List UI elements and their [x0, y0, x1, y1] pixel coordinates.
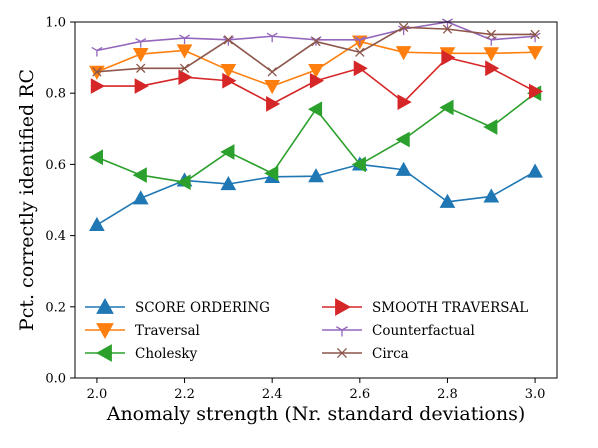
legend: SCORE ORDERING Traversal Cholesky SMOOTH TR…	[85, 297, 528, 362]
data-point-score-ordering	[89, 216, 105, 232]
data-point-circa	[136, 63, 146, 73]
data-point-traversal	[308, 63, 324, 79]
legend-label: Counterfactual	[372, 323, 475, 339]
data-point-smooth-traversal	[222, 72, 237, 89]
y-tick-label: 0.2	[45, 300, 66, 315]
data-point-circa	[267, 67, 277, 77]
series-circa	[92, 22, 540, 77]
data-point-traversal	[176, 44, 193, 59]
data-point-traversal	[527, 46, 543, 61]
data-point-smooth-traversal	[309, 72, 325, 89]
data-point-traversal	[395, 46, 412, 61]
legend-label: Circa	[372, 346, 409, 362]
legend-item-smooth-traversal: SMOOTH TRAVERSAL	[322, 298, 528, 316]
y-tick-label: 0.0	[45, 372, 66, 387]
data-point-smooth-traversal	[134, 78, 149, 94]
data-point-counterfactual	[354, 36, 366, 46]
data-point-score-ordering	[439, 193, 456, 208]
data-point-cholesky	[88, 149, 104, 166]
series-layer	[88, 18, 544, 232]
series-smooth-traversal	[90, 49, 544, 112]
data-point-traversal	[264, 79, 281, 95]
legend-swatch-marker	[96, 297, 114, 314]
x-axis-label: Anomaly strength (Nr. standard deviation…	[106, 403, 526, 425]
x-tick-label: 3.0	[525, 387, 546, 402]
legend-swatch-marker	[336, 326, 348, 337]
data-point-circa	[223, 35, 234, 45]
data-point-score-ordering	[483, 188, 500, 203]
y-axis-label: Pct. correctly identified RC	[16, 69, 38, 331]
plot-frame	[74, 21, 558, 379]
y-tick-label: 0.6	[45, 158, 66, 173]
data-point-score-ordering	[132, 190, 149, 205]
data-point-counterfactual	[485, 36, 497, 46]
series-line-counterfactual	[96, 21, 536, 52]
legend-swatch-marker	[336, 347, 348, 359]
data-point-cholesky	[351, 156, 366, 173]
data-point-score-ordering	[527, 163, 543, 178]
series-score-ordering	[89, 156, 543, 232]
data-point-cholesky	[483, 119, 498, 135]
series-counterfactual	[91, 18, 541, 57]
data-point-cholesky	[395, 131, 410, 148]
data-point-circa	[442, 24, 453, 34]
data-point-circa	[92, 67, 102, 77]
data-point-circa	[398, 22, 409, 32]
data-point-smooth-traversal	[353, 60, 368, 77]
y-tick-label: 1.0	[45, 16, 66, 31]
legend-item-traversal: Traversal	[85, 323, 200, 340]
legend-label: SCORE ORDERING	[135, 300, 270, 316]
data-point-smooth-traversal	[397, 94, 412, 110]
data-point-traversal	[132, 47, 149, 63]
data-point-traversal	[220, 63, 237, 79]
data-point-cholesky	[264, 165, 279, 182]
x-tick-label: 2.4	[262, 387, 283, 402]
data-point-smooth-traversal	[90, 78, 105, 94]
data-point-cholesky	[132, 167, 147, 183]
x-tick-label: 2.2	[174, 387, 195, 402]
data-point-cholesky	[307, 101, 323, 118]
data-point-circa	[486, 29, 496, 40]
legend-swatch-marker	[335, 298, 352, 316]
x-tick-label: 2.6	[349, 387, 370, 402]
data-point-counterfactual	[179, 34, 191, 45]
data-point-cholesky	[220, 144, 235, 160]
legend-swatch-marker	[96, 323, 114, 340]
data-point-counterfactual	[135, 38, 147, 48]
legend-item-cholesky: Cholesky	[85, 344, 198, 362]
legend-label: Traversal	[135, 323, 200, 339]
data-point-smooth-traversal	[441, 49, 456, 66]
data-point-smooth-traversal	[178, 69, 193, 86]
legend-item-score-ordering: SCORE ORDERING	[85, 297, 270, 316]
y-tick-label: 0.8	[45, 87, 66, 102]
data-point-counterfactual	[266, 32, 278, 43]
legend-item-counterfactual: Counterfactual	[322, 323, 475, 339]
legend-label: SMOOTH TRAVERSAL	[372, 300, 528, 316]
data-point-circa	[530, 29, 540, 40]
data-point-cholesky	[439, 99, 454, 116]
legend-label: Cholesky	[135, 346, 198, 362]
data-point-counterfactual	[91, 46, 103, 57]
y-tick-label: 0.4	[45, 229, 66, 244]
data-point-score-ordering	[308, 168, 324, 183]
data-point-smooth-traversal	[485, 60, 500, 77]
data-point-score-ordering	[220, 175, 237, 191]
y-axis-ticks: 0.0 0.2 0.4 0.6 0.8 1.0	[45, 16, 75, 387]
data-point-cholesky	[176, 174, 191, 191]
data-point-smooth-traversal	[266, 96, 281, 112]
data-point-circa	[311, 36, 321, 47]
data-point-circa	[355, 47, 365, 57]
x-axis-ticks: 2.0 2.2 2.4 2.6 2.8 3.0	[87, 378, 546, 402]
x-tick-label: 2.8	[437, 387, 458, 402]
legend-item-circa: Circa	[322, 346, 409, 362]
data-point-circa	[179, 63, 190, 73]
data-point-traversal	[483, 47, 500, 62]
data-point-smooth-traversal	[528, 83, 544, 100]
legend-swatch-marker	[95, 344, 112, 362]
x-tick-label: 2.0	[87, 387, 108, 402]
data-point-score-ordering	[395, 161, 412, 176]
